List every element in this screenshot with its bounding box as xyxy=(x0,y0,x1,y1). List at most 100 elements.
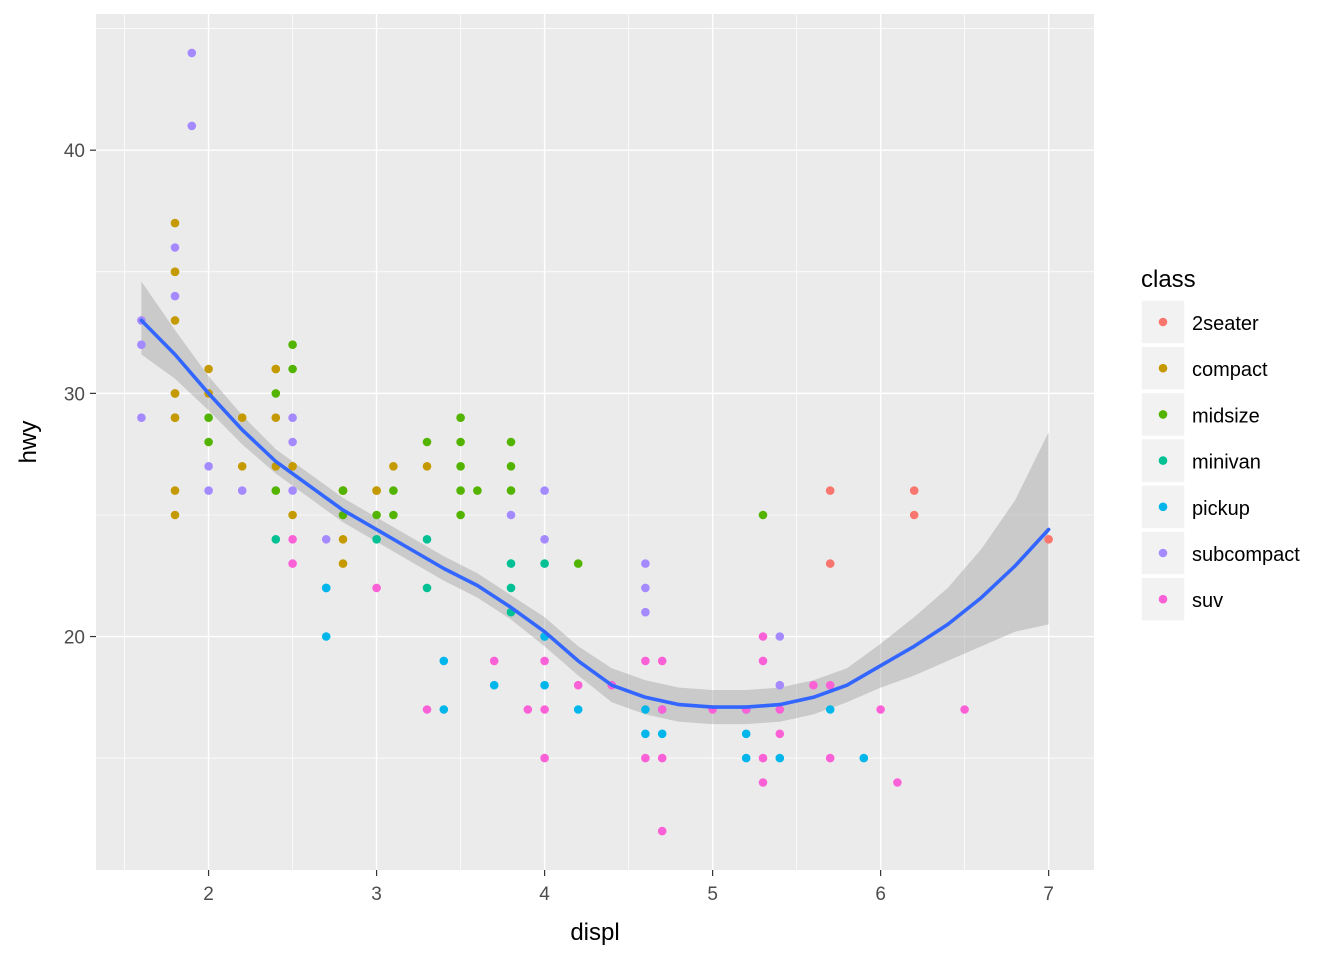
point-subcompact xyxy=(170,291,180,301)
point-suv xyxy=(573,680,583,690)
point-subcompact xyxy=(775,632,785,641)
point-midsize xyxy=(573,559,583,568)
point-compact xyxy=(170,486,180,495)
point-compact xyxy=(170,218,180,228)
x-tick-label: 3 xyxy=(371,884,382,905)
smooth-curve xyxy=(139,318,1051,709)
point-compact xyxy=(170,389,180,398)
point-compact xyxy=(338,559,348,568)
point-2seater xyxy=(825,486,835,495)
point-subcompact xyxy=(288,413,297,423)
point-pickup xyxy=(540,680,549,690)
point-pickup xyxy=(489,680,499,690)
point-minivan xyxy=(540,559,549,568)
legend-swatch-minivan xyxy=(1158,456,1168,465)
point-compact xyxy=(271,413,281,423)
point-midsize xyxy=(456,437,465,447)
x-tick-label: 5 xyxy=(707,884,718,905)
point-2seater xyxy=(909,486,919,495)
point-suv xyxy=(657,656,667,666)
point-subcompact xyxy=(204,486,213,495)
point-minivan xyxy=(506,559,516,568)
y-axis-title: hwy xyxy=(15,421,42,464)
point-midsize xyxy=(288,340,297,350)
point-midsize xyxy=(288,364,297,374)
point-subcompact xyxy=(641,559,650,568)
point-compact xyxy=(271,364,281,374)
legend-label-compact: compact xyxy=(1192,359,1268,381)
legend-label-2seater: 2seater xyxy=(1192,313,1259,335)
point-midsize xyxy=(204,437,213,447)
point-pickup xyxy=(641,729,650,739)
point-compact xyxy=(288,462,297,471)
point-midsize xyxy=(372,510,381,520)
point-suv xyxy=(288,559,297,568)
point-midsize xyxy=(204,413,213,423)
point-suv xyxy=(775,705,785,714)
point-pickup xyxy=(775,753,785,763)
point-midsize xyxy=(456,510,465,520)
point-minivan xyxy=(422,583,432,593)
point-compact xyxy=(204,364,213,374)
point-suv xyxy=(758,656,768,666)
point-compact xyxy=(170,510,180,520)
point-minivan xyxy=(372,535,381,544)
point-pickup xyxy=(321,632,331,641)
point-compact xyxy=(422,462,432,471)
point-suv xyxy=(489,656,499,666)
smooth-line xyxy=(139,318,1051,709)
point-suv xyxy=(540,656,549,666)
legend-swatch-midsize xyxy=(1158,410,1168,419)
point-subcompact xyxy=(321,535,331,544)
point-midsize xyxy=(456,486,465,495)
point-subcompact xyxy=(237,486,247,495)
point-compact xyxy=(170,316,180,325)
confidence-band-area xyxy=(141,281,1049,725)
point-compact xyxy=(288,510,297,520)
point-suv xyxy=(523,705,533,714)
axes: 2 3 4 5 6 7 20 30 40 xyxy=(64,141,1054,905)
point-subcompact xyxy=(775,680,785,690)
point-suv xyxy=(422,705,432,714)
point-subcompact xyxy=(540,486,549,495)
point-midsize xyxy=(338,486,348,495)
point-pickup xyxy=(741,729,751,739)
point-suv xyxy=(657,753,667,763)
point-suv xyxy=(960,705,969,714)
point-midsize xyxy=(473,486,482,495)
point-midsize xyxy=(456,462,465,471)
legend: class 2seater compact midsize minivan pickup… xyxy=(1140,266,1300,622)
point-compact xyxy=(237,413,247,423)
point-suv xyxy=(758,753,768,763)
point-midsize xyxy=(271,486,281,495)
point-suv xyxy=(641,753,650,763)
point-subcompact xyxy=(540,535,549,544)
point-subcompact xyxy=(288,486,297,495)
point-suv xyxy=(758,632,768,641)
point-suv xyxy=(540,753,549,763)
point-suv xyxy=(288,535,297,544)
y-tick-label: 30 xyxy=(64,384,85,405)
point-compact xyxy=(372,486,381,495)
point-suv xyxy=(893,778,902,787)
point-suv xyxy=(657,705,667,714)
legend-swatch-subcompact xyxy=(1158,548,1168,558)
point-2seater xyxy=(909,510,919,520)
x-tick-label: 6 xyxy=(875,884,886,905)
point-minivan xyxy=(506,583,516,593)
point-compact xyxy=(170,413,180,423)
point-pickup xyxy=(573,705,583,714)
point-pickup xyxy=(439,656,449,666)
legend-swatch-suv xyxy=(1158,594,1168,604)
point-suv xyxy=(775,729,785,739)
point-minivan xyxy=(422,535,432,544)
legend-label-midsize: midsize xyxy=(1192,405,1260,427)
point-midsize xyxy=(758,510,768,520)
point-subcompact xyxy=(641,583,650,593)
confidence-band xyxy=(141,281,1049,725)
x-tick-label: 4 xyxy=(539,884,550,905)
point-subcompact xyxy=(187,121,197,131)
point-pickup xyxy=(321,583,331,593)
point-midsize xyxy=(271,389,281,398)
